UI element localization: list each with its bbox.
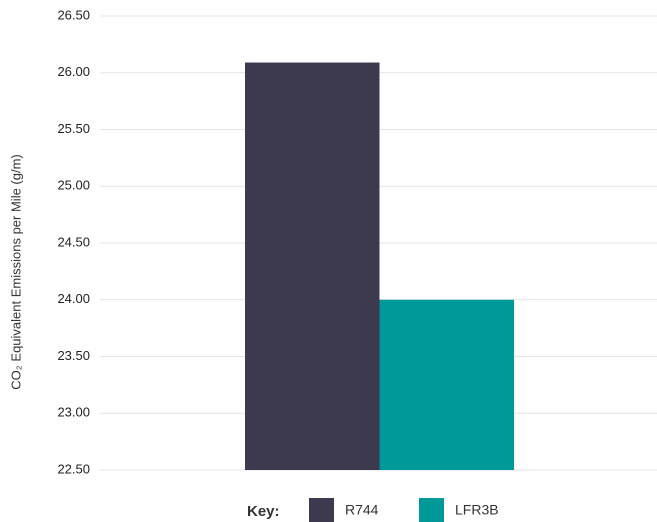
legend-swatch [309, 498, 334, 522]
y-tick-label: 25.00 [57, 178, 90, 193]
y-tick-label: 23.00 [57, 405, 90, 420]
y-tick-label: 24.00 [57, 291, 90, 306]
legend-title: Key: [247, 503, 280, 520]
bar [245, 62, 380, 470]
y-tick-label: 23.50 [57, 348, 90, 363]
y-tick-label: 25.50 [57, 121, 90, 136]
y-tick-label: 24.50 [57, 234, 90, 249]
bar [379, 299, 514, 470]
legend-label: R744 [345, 502, 379, 518]
legend-label: LFR3B [455, 502, 499, 518]
y-tick-label: 26.50 [57, 7, 90, 22]
legend-swatch [419, 498, 444, 522]
y-axis-label: CO₂ Equivalent Emissions per Mile (g/m) [8, 154, 23, 390]
y-tick-label: 22.50 [57, 461, 90, 476]
y-tick-label: 26.00 [57, 64, 90, 79]
